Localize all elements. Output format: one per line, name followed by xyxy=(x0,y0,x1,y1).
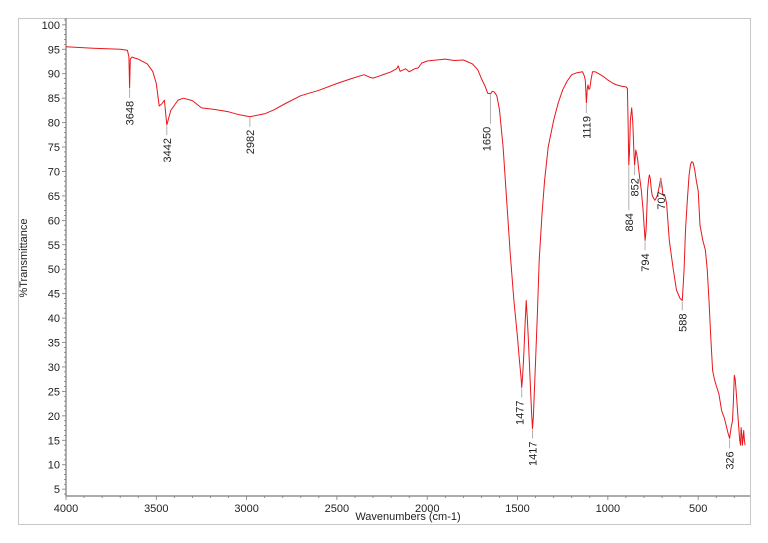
axes xyxy=(65,18,750,497)
y-tick-label: 10 xyxy=(48,460,60,472)
y-tick-label: 20 xyxy=(48,411,60,423)
y-tick-label: 70 xyxy=(48,166,60,178)
peak-label: 3442 xyxy=(162,138,174,162)
y-axis-title: %Transmittance xyxy=(18,218,30,297)
y-tick-label: 55 xyxy=(48,240,60,252)
peak-label: 1650 xyxy=(481,127,493,151)
peak-label: 707 xyxy=(656,191,668,209)
chart-frame xyxy=(18,18,751,525)
peak-label: 588 xyxy=(677,313,689,331)
peak-label: 3648 xyxy=(125,101,137,125)
plot-area xyxy=(65,46,746,446)
x-tick-label: 3500 xyxy=(144,503,168,515)
peak-annotations: 3648 3442 2982 1650 1477 1417 1119 884 852 794 707… xyxy=(125,88,737,470)
axis-ticks: 5 10 15 20 25 30 35 40 45 50 55 60 65 70 75 80 85 90 95 100… xyxy=(42,19,735,515)
peak-label: 326 xyxy=(725,451,737,469)
y-tick-label: 60 xyxy=(48,215,60,227)
x-tick-label: 2000 xyxy=(415,503,439,515)
y-tick-label: 65 xyxy=(48,191,60,203)
y-tick-label: 35 xyxy=(48,338,60,350)
y-tick-label: 90 xyxy=(48,69,60,81)
x-tick-label: 1000 xyxy=(596,503,620,515)
peak-label: 794 xyxy=(640,253,652,271)
y-tick-label: 15 xyxy=(48,435,60,447)
y-tick-label: 50 xyxy=(48,264,60,276)
y-tick-label: 75 xyxy=(48,142,60,154)
x-tick-label: 1500 xyxy=(505,503,529,515)
peak-label: 1477 xyxy=(515,400,527,424)
y-tick-label: 45 xyxy=(48,289,60,301)
x-tick-label: 500 xyxy=(689,503,707,515)
peak-label: 1119 xyxy=(581,116,593,139)
x-tick-label: 2500 xyxy=(325,503,349,515)
y-tick-label: 100 xyxy=(42,20,60,32)
y-tick-label: 40 xyxy=(48,313,60,325)
y-tick-label: 95 xyxy=(48,44,60,56)
x-tick-label: 4000 xyxy=(54,503,78,515)
y-tick-label: 85 xyxy=(48,93,60,105)
y-tick-label: 30 xyxy=(48,362,60,374)
y-tick-label: 5 xyxy=(54,484,60,496)
peak-label: 852 xyxy=(630,178,642,196)
spectrum-line xyxy=(65,46,746,446)
x-axis-title: Wavenumbers (cm-1) xyxy=(355,511,460,523)
y-tick-label: 25 xyxy=(48,386,60,398)
peak-label: 1417 xyxy=(528,442,540,466)
x-tick-label: 3000 xyxy=(234,503,258,515)
y-tick-label: 80 xyxy=(48,118,60,130)
peak-label: 884 xyxy=(624,213,636,231)
peak-label: 2982 xyxy=(245,130,257,154)
